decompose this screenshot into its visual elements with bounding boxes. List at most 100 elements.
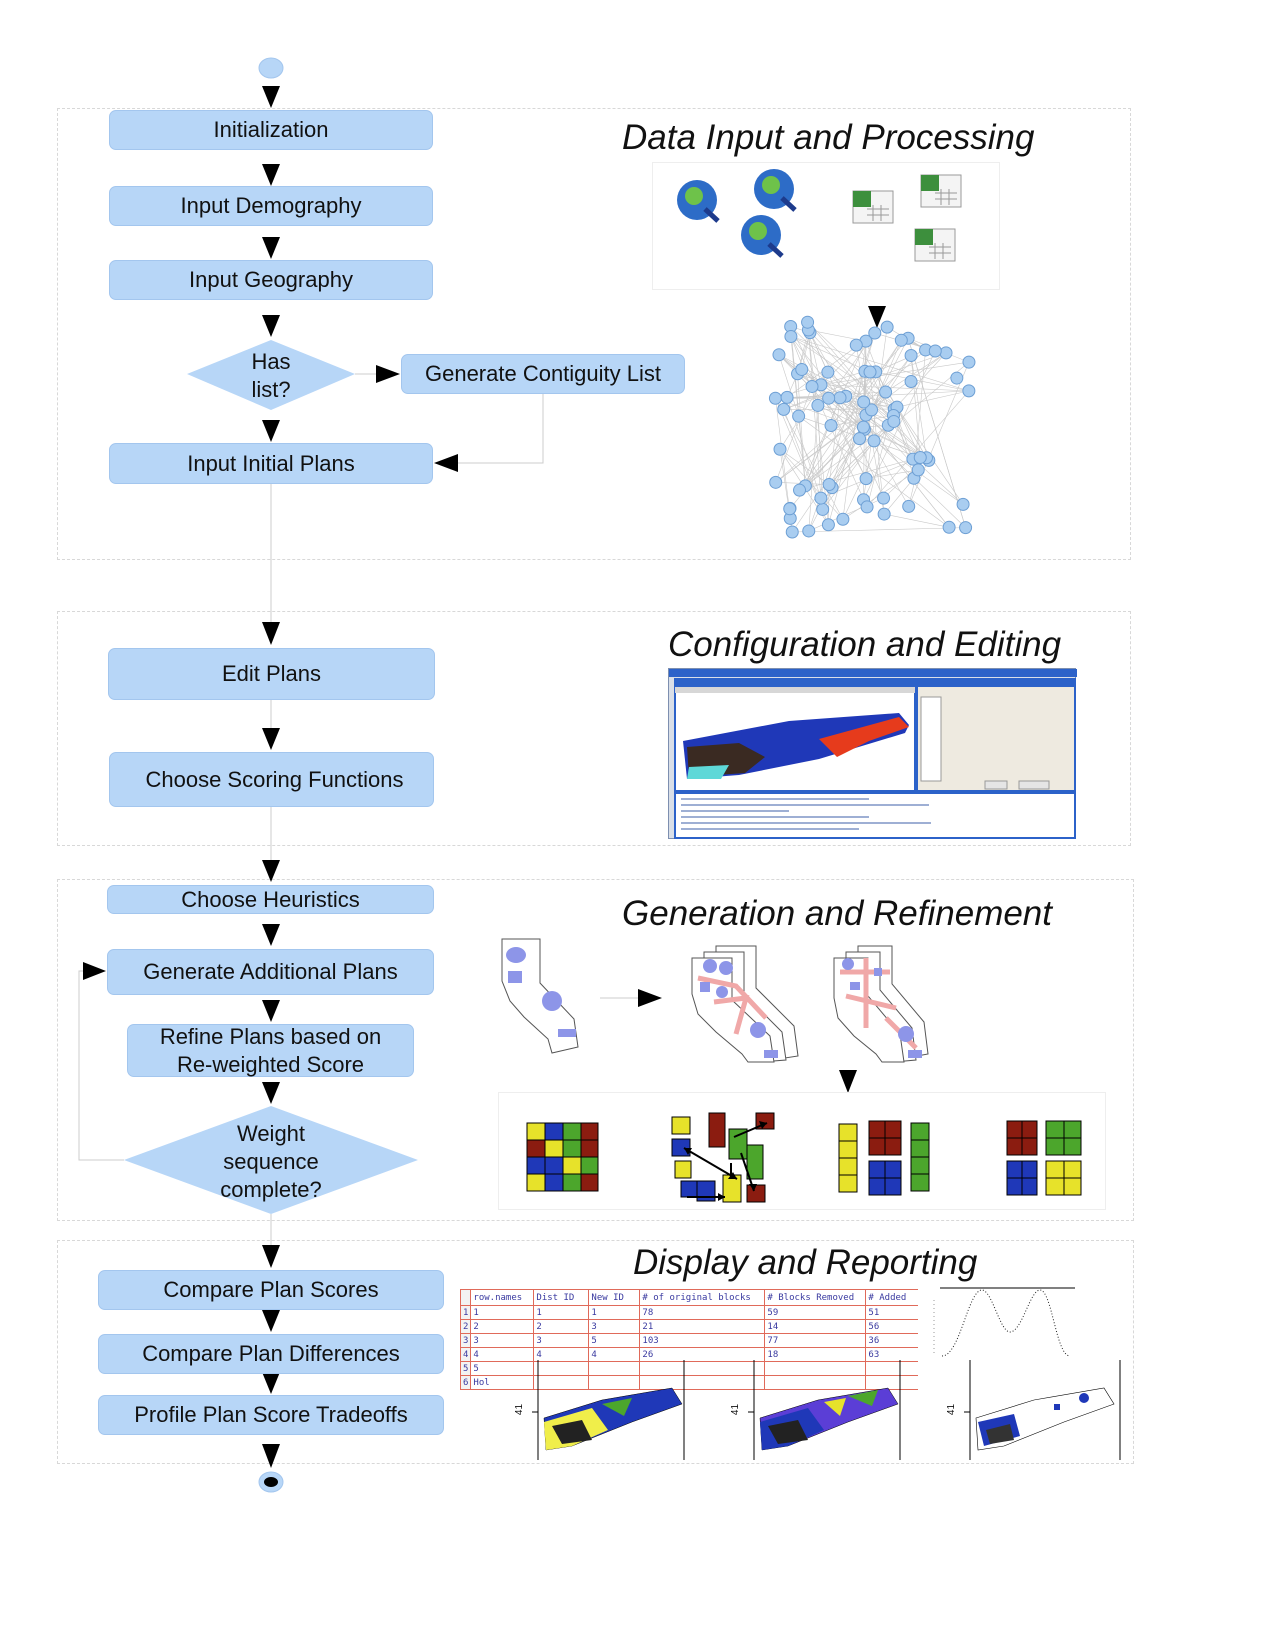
network-node: [805, 379, 819, 393]
network-node: [904, 375, 918, 389]
table-cell: 2: [533, 1319, 590, 1334]
spreadsheet-icon: [852, 190, 894, 224]
network-node: [868, 326, 882, 340]
california-plan-stack-1: [676, 938, 826, 1063]
generate-additional-step[interactable]: Generate Additional Plans: [107, 949, 434, 995]
config-panel: [57, 611, 1131, 846]
data-input-panel: [57, 108, 1131, 560]
network-node: [853, 432, 867, 446]
row-index-cell: 2: [460, 1319, 472, 1334]
network-node: [773, 442, 787, 456]
network-node: [956, 497, 970, 511]
data-files-image: [652, 162, 1000, 290]
table-cell: 51: [865, 1305, 918, 1320]
table-row: 6 Hol: [460, 1375, 918, 1390]
map-comparison-1: 41: [512, 1360, 688, 1460]
network-node: [880, 320, 894, 334]
row-index-cell: 5: [460, 1361, 472, 1376]
globe-search-icon: [677, 180, 720, 223]
table-cell: 3: [470, 1333, 535, 1348]
table-cell: 21: [639, 1319, 766, 1334]
block-grid-columns: [838, 1120, 930, 1196]
network-node: [833, 391, 847, 405]
row-index-cell: 4: [460, 1347, 472, 1362]
network-node: [894, 333, 908, 347]
table-cell: 78: [639, 1305, 766, 1320]
section-title-data-input: Data Input and Processing: [622, 118, 1035, 157]
network-node: [784, 329, 798, 343]
table-cell: 103: [639, 1333, 766, 1348]
profile-tradeoffs-step[interactable]: Profile Plan Score Tradeoffs: [98, 1395, 444, 1435]
table-cell: 1: [588, 1305, 641, 1320]
section-title-config: Configuration and Editing: [668, 625, 1062, 664]
network-node: [879, 385, 893, 399]
section-title-display: Display and Reporting: [633, 1243, 978, 1282]
map-comparison-3: 41: [944, 1360, 1122, 1460]
edit-plans-step[interactable]: Edit Plans: [108, 648, 435, 700]
map-comparison-2: 41: [728, 1360, 904, 1460]
has-list-diamond: [187, 340, 355, 410]
network-node: [939, 346, 953, 360]
network-node: [822, 478, 836, 492]
table-cell: 5: [588, 1333, 641, 1348]
network-node: [928, 344, 942, 358]
network-node: [942, 520, 956, 534]
network-node: [824, 419, 838, 433]
globe-search-icon: [754, 169, 797, 212]
network-node: [783, 502, 797, 516]
spreadsheet-icon: [920, 174, 962, 208]
table-corner: [460, 1289, 472, 1306]
network-node: [785, 525, 799, 539]
report-data-table: row.names Dist ID New ID # of original bloc…: [460, 1289, 918, 1390]
network-node: [859, 472, 873, 486]
flow-arrows: [83, 86, 886, 1468]
network-node: [887, 414, 901, 428]
network-node: [865, 403, 879, 417]
block-grid-moving: [671, 1112, 775, 1203]
input-geography-step[interactable]: Input Geography: [109, 260, 433, 300]
initialization-step[interactable]: Initialization: [109, 110, 433, 150]
table-cell: 59: [764, 1305, 867, 1320]
table-cell: 36: [865, 1333, 918, 1348]
table-header-cell: New ID: [588, 1289, 641, 1306]
globe-search-icon: [741, 215, 784, 258]
table-header-cell: # Blocks Removed: [764, 1289, 867, 1306]
spreadsheet-icon: [914, 228, 956, 262]
row-index-cell: 3: [460, 1333, 472, 1348]
table-cell: 1: [470, 1305, 535, 1320]
input-demography-step[interactable]: Input Demography: [109, 186, 433, 226]
table-header-cell: # Added: [865, 1289, 918, 1306]
table-header-cell: # of original blocks: [639, 1289, 766, 1306]
network-node: [849, 338, 863, 352]
table-cell: 14: [764, 1319, 867, 1334]
table-cell: 3: [588, 1319, 641, 1334]
choose-heuristics-step[interactable]: Choose Heuristics: [107, 885, 434, 914]
row-index-cell: 6: [460, 1375, 472, 1390]
network-node: [802, 524, 816, 538]
network-node: [856, 420, 870, 434]
weight-complete-label: Weight sequence complete?: [220, 1121, 322, 1202]
network-node: [950, 371, 964, 385]
compare-differences-step[interactable]: Compare Plan Differences: [98, 1334, 444, 1374]
input-initial-plans-step[interactable]: Input Initial Plans: [109, 443, 433, 484]
map-axis-label: 41: [514, 1403, 526, 1416]
network-node: [768, 391, 782, 405]
generate-contiguity-step[interactable]: Generate Contiguity List: [401, 354, 685, 394]
choose-scoring-step[interactable]: Choose Scoring Functions: [109, 752, 434, 807]
table-header-cell: Dist ID: [533, 1289, 590, 1306]
map-axis-label: 41: [946, 1403, 958, 1416]
generation-panel: [57, 879, 1134, 1221]
table-header-cell: row.names: [470, 1289, 535, 1306]
report-table: row.names Dist ID New ID # of original bloc…: [460, 1289, 918, 1393]
network-node: [959, 521, 973, 535]
network-node: [877, 507, 891, 521]
compare-scores-step[interactable]: Compare Plan Scores: [98, 1270, 444, 1310]
california-initial-map: [496, 935, 592, 1057]
table-row: 1 1 1 1 78 59 51: [460, 1305, 918, 1320]
district-block-grids: [498, 1092, 1106, 1210]
score-density-plot: [930, 1286, 1075, 1361]
network-node: [904, 348, 918, 362]
network-node: [795, 362, 809, 376]
refine-plans-step[interactable]: Refine Plans based on Re-weighted Score: [127, 1024, 414, 1077]
